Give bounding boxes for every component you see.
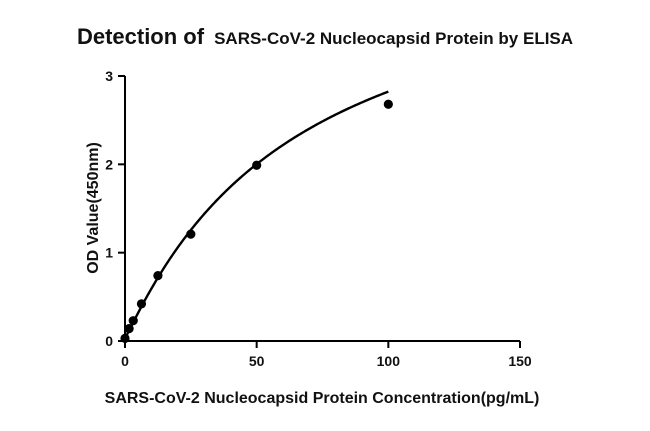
data-point [136,299,147,309]
x-tick-label: 0 [121,353,129,369]
x-axis-label: SARS-CoV-2 Nucleocapsid Protein Concentr… [105,390,540,407]
chart-title-prefix: Detection of [77,24,205,49]
y-tick-label: 1 [105,245,113,261]
x-tick-label: 100 [377,353,401,369]
y-tick-label: 0 [105,333,113,349]
x-tick-label: 150 [508,353,532,369]
y-tick-label: 3 [105,68,113,84]
fit-curve [123,90,389,339]
data-point [128,316,138,326]
y-ticks: 0 1 2 3 [105,68,125,349]
y-axis-label: OD Value(450nm) [85,142,102,274]
axes [124,76,520,342]
data-point [153,271,163,281]
data-point [383,99,393,109]
data-point [120,333,130,343]
x-ticks: 0 50 100 150 [121,341,532,369]
x-tick-label: 50 [249,353,265,369]
chart-title: Detection of SARS-CoV-2 Nucleocapsid Pro… [77,24,573,49]
chart-title-main: SARS-CoV-2 Nucleocapsid Protein by ELISA [214,29,573,48]
data-points [120,99,393,343]
data-point [186,229,196,239]
y-tick-label: 2 [105,156,113,172]
data-point [252,160,262,170]
data-point [124,324,134,334]
